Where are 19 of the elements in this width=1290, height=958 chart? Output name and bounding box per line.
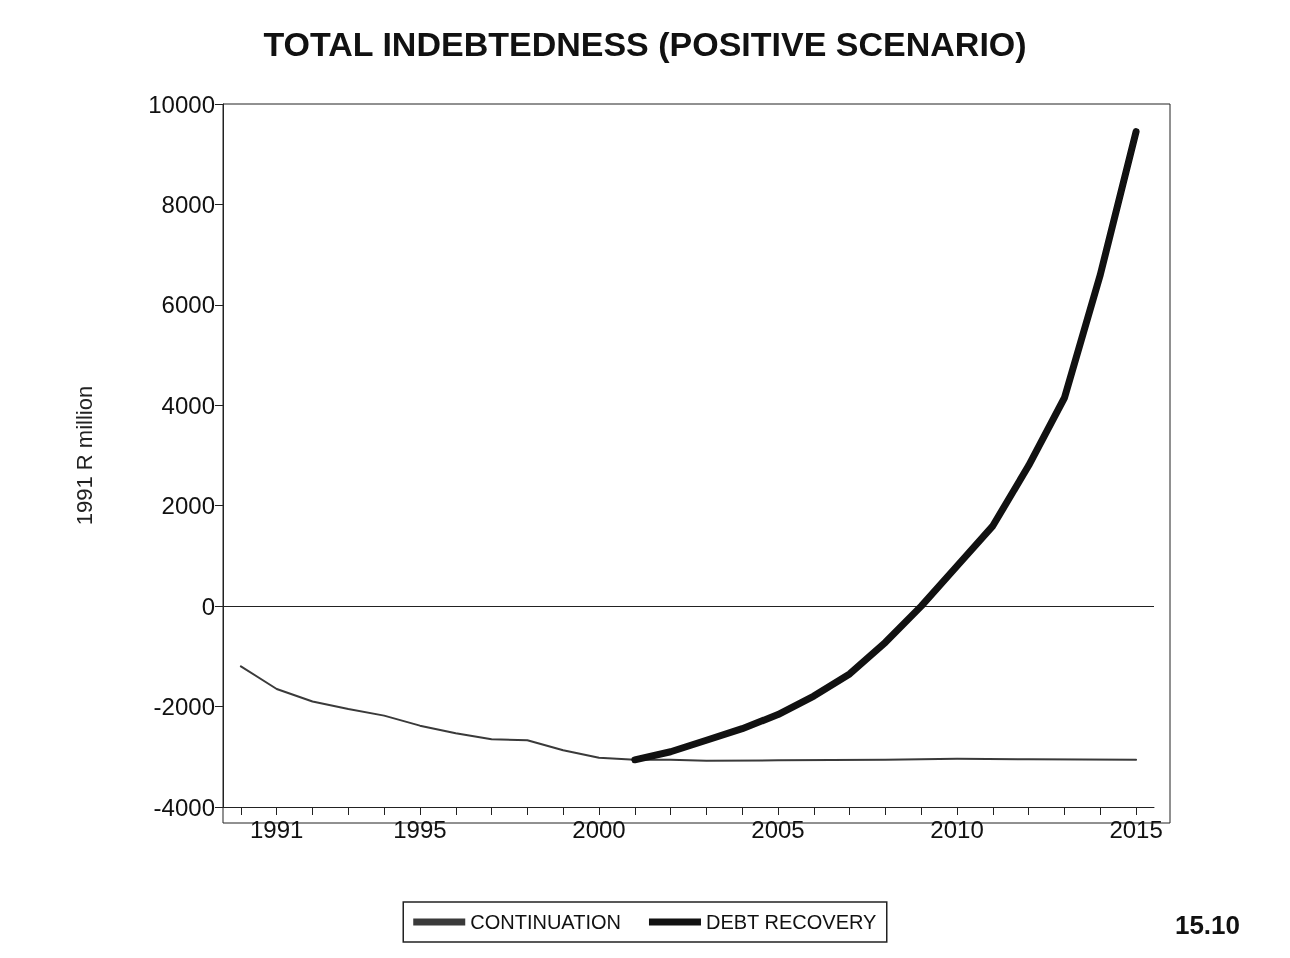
y-tick-label: 2000 [161, 492, 215, 520]
x-tick-label: 2010 [930, 815, 984, 843]
y-tick-label: 8000 [161, 190, 215, 218]
y-tick-label: 6000 [161, 291, 215, 319]
y-tick-label: -4000 [153, 793, 215, 821]
y-tick-label: 4000 [161, 391, 215, 419]
text: 15.10 [1174, 910, 1241, 940]
legend-label: CONTINUATION [470, 911, 621, 933]
x-tick-label: 1991 [250, 815, 304, 843]
x-tick-label: 2000 [572, 815, 626, 843]
x-tick-label: 2015 [1109, 815, 1163, 843]
legend-label: DEBT RECOVERY [705, 911, 877, 933]
y-axis-title: 1991 R million [71, 385, 97, 526]
y-tick-label: 0 [201, 592, 215, 620]
y-tick-label: 10000 [148, 90, 215, 118]
y-tick-label: -2000 [153, 693, 215, 721]
x-tick-label: 2005 [751, 815, 805, 843]
x-tick-label: 1995 [393, 815, 447, 843]
chart-title: TOTAL INDEBTEDNESS (POSITIVE SCENARIO) [263, 25, 1027, 63]
